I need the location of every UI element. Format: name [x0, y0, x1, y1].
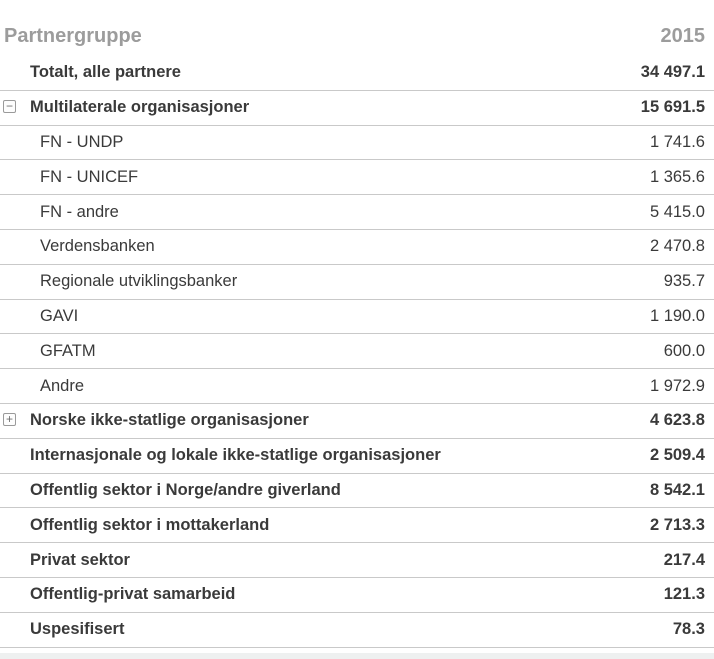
- row-label: Multilaterale organisasjoner: [30, 98, 250, 117]
- table-row: Andre 1 972.9: [0, 369, 714, 404]
- column-header-2015[interactable]: 2015: [660, 25, 706, 47]
- table-row: GFATM 600.0: [0, 334, 714, 370]
- row-label: Privat sektor: [30, 550, 130, 569]
- row-label: FN - UNDP: [40, 132, 124, 151]
- table-row: − Multilaterale organisasjoner 15 691.5: [0, 90, 714, 126]
- row-label: Offentlig sektor i Norge/andre giverland: [30, 480, 341, 499]
- table-row: Offentlig sektor i mottakerland 2 713.3: [0, 508, 714, 544]
- row-label: Regionale utviklingsbanker: [40, 272, 238, 291]
- row-label: Internasjonale og lokale ikke-statlige o…: [30, 446, 441, 465]
- table-row: Internasjonale og lokale ikke-statlige o…: [0, 438, 714, 474]
- row-value: 34 497.1: [640, 63, 705, 82]
- row-value: 2 509.4: [649, 446, 705, 465]
- row-value: 5 415.0: [649, 202, 705, 221]
- table-row: Verdensbanken 2 470.8: [0, 229, 714, 265]
- collapse-icon[interactable]: −: [3, 100, 16, 114]
- table-row: GAVI 1 190.0: [0, 299, 714, 335]
- row-value: 1 190.0: [649, 306, 705, 325]
- row-value: 1 972.9: [649, 376, 705, 395]
- row-label: GAVI: [40, 306, 79, 325]
- row-value: 600.0: [663, 341, 705, 360]
- row-label: GFATM: [40, 341, 96, 360]
- row-label: Andre: [40, 376, 85, 395]
- table-row: Privat sektor 217.4: [0, 543, 714, 578]
- column-header-partnergruppe[interactable]: Partnergruppe: [4, 25, 142, 47]
- row-value: 217.4: [663, 550, 705, 569]
- table-header: Partnergruppe 2015: [0, 0, 714, 56]
- table-row: Regionale utviklingsbanker 935.7: [0, 264, 714, 300]
- table-row: + Norske ikke-statlige organisasjoner 4 …: [0, 403, 714, 439]
- table-row: FN - UNICEF 1 365.6: [0, 160, 714, 196]
- row-value: 1 741.6: [649, 132, 705, 151]
- footer-strip: [0, 653, 714, 659]
- row-value: 15 691.5: [640, 98, 705, 117]
- row-label: Totalt, alle partnere: [30, 63, 181, 82]
- table-row: Offentlig-privat samarbeid 121.3: [0, 577, 714, 613]
- table-row: FN - andre 5 415.0: [0, 195, 714, 230]
- table-row: FN - UNDP 1 741.6: [0, 125, 714, 161]
- row-value: 1 365.6: [649, 167, 705, 186]
- row-value: 78.3: [672, 620, 705, 639]
- table-row: Uspesifisert 78.3: [0, 612, 714, 648]
- row-value: 935.7: [663, 272, 705, 291]
- row-label: FN - UNICEF: [40, 167, 139, 186]
- table-body: Totalt, alle partnere 34 497.1 − Multila…: [0, 56, 714, 648]
- row-value: 2 713.3: [649, 515, 705, 534]
- table-row: Totalt, alle partnere 34 497.1: [0, 56, 714, 91]
- row-value: 8 542.1: [649, 480, 705, 499]
- row-label: Uspesifisert: [30, 620, 125, 639]
- row-label: Offentlig sektor i mottakerland: [30, 515, 270, 534]
- row-label: FN - andre: [40, 202, 119, 221]
- row-value: 4 623.8: [649, 411, 705, 430]
- row-label: Norske ikke-statlige organisasjoner: [30, 411, 309, 430]
- table-row: Offentlig sektor i Norge/andre giverland…: [0, 473, 714, 509]
- row-value: 2 470.8: [649, 237, 705, 256]
- row-value: 121.3: [663, 585, 705, 604]
- expand-icon[interactable]: +: [3, 413, 16, 427]
- row-label: Offentlig-privat samarbeid: [30, 585, 236, 604]
- row-label: Verdensbanken: [40, 237, 155, 256]
